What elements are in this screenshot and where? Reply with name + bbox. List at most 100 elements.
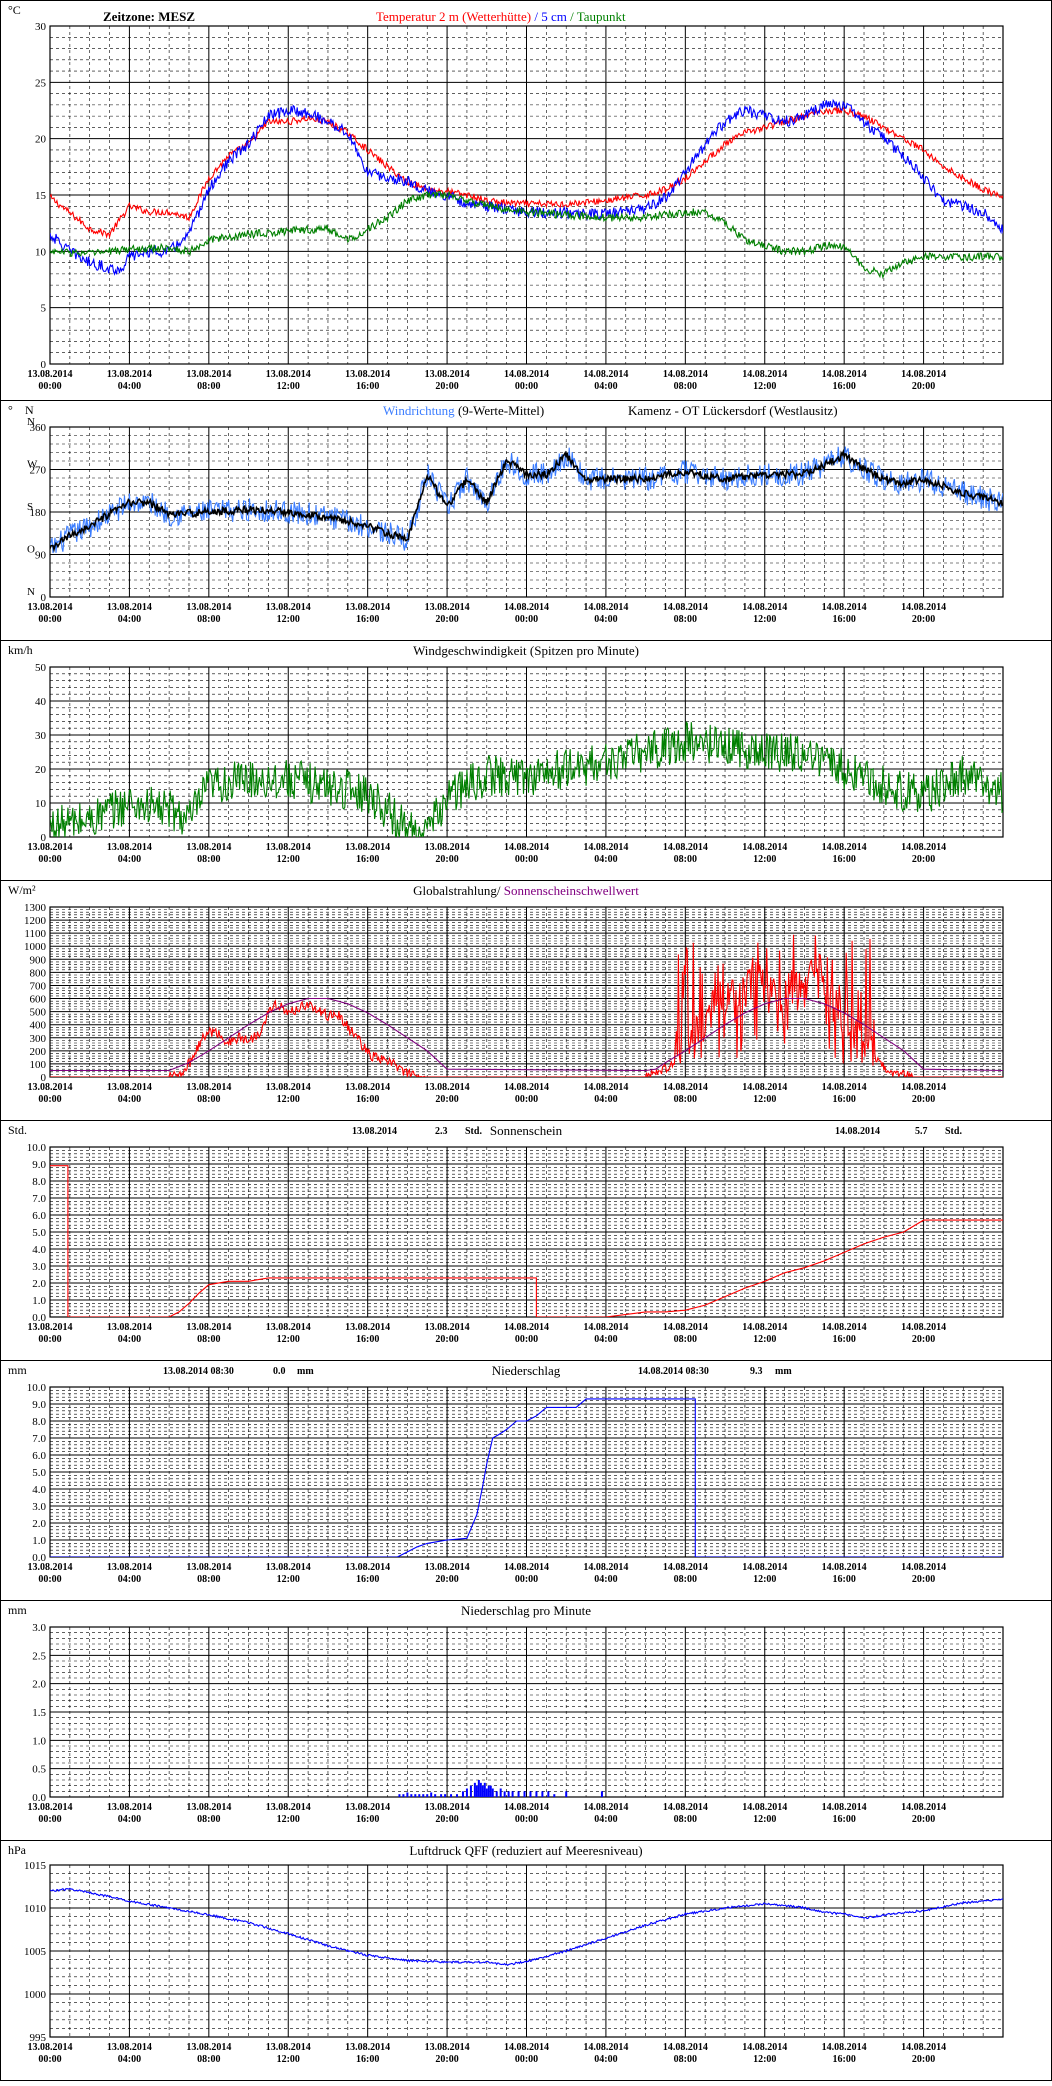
compass-label: O — [27, 544, 35, 556]
x-tick-time: 12:00 — [277, 381, 300, 392]
x-tick-date: 13.08.2014 — [345, 1322, 390, 1333]
x-tick-time: 20:00 — [435, 614, 458, 625]
x-tick-date: 13.08.2014 — [186, 1562, 231, 1573]
x-tick-date: 13.08.2014 — [28, 1802, 73, 1813]
summary-right-unit: Std. — [945, 1126, 962, 1137]
x-tick-date: 13.08.2014 — [186, 1082, 231, 1093]
summary-right-value: 9.3 — [750, 1366, 763, 1377]
y-tick-label: 0 — [41, 832, 47, 844]
x-tick-date: 13.08.2014 — [266, 2042, 311, 2053]
x-tick-time: 04:00 — [594, 2054, 617, 2065]
x-tick-date: 13.08.2014 — [266, 602, 311, 613]
plot-frame — [49, 426, 1004, 598]
major-grid — [49, 1386, 1004, 1558]
y-tick-label: 4.0 — [32, 1484, 46, 1496]
precip-bar — [547, 1791, 550, 1797]
y-tick-label: 25 — [35, 77, 47, 89]
x-tick-time: 08:00 — [197, 2054, 220, 2065]
x-tick-date: 13.08.2014 — [28, 1082, 73, 1093]
x-tick-time: 16:00 — [832, 1094, 855, 1105]
x-tick-date: 13.08.2014 — [425, 369, 470, 380]
x-tick-time: 20:00 — [435, 1094, 458, 1105]
precip-bar — [426, 1794, 429, 1797]
x-tick-time: 20:00 — [912, 1334, 935, 1345]
x-tick-date: 13.08.2014 — [266, 1082, 311, 1093]
y-tick-label: 2.0 — [32, 1278, 46, 1290]
x-tick-time: 00:00 — [515, 1334, 538, 1345]
precip-bar — [456, 1794, 459, 1797]
x-tick-date: 14.08.2014 — [504, 369, 549, 380]
x-tick-time: 08:00 — [674, 854, 697, 865]
chart-title: Niederschlag — [492, 1363, 561, 1378]
x-tick-date: 14.08.2014 — [901, 2042, 946, 2053]
x-tick-time: 08:00 — [674, 614, 697, 625]
y-tick-label: 5 — [41, 303, 47, 315]
x-tick-time: 16:00 — [356, 1814, 379, 1825]
x-tick-time: 12:00 — [753, 614, 776, 625]
precip-bar — [485, 1788, 488, 1797]
y-tick-label: 6.0 — [32, 1450, 46, 1462]
y-tick-label: 1015 — [24, 1860, 47, 1872]
y-tick-label: 5.0 — [32, 1467, 46, 1479]
y-tick-label: 1.0 — [32, 1735, 46, 1747]
y-tick-label: 1100 — [24, 928, 46, 940]
x-tick-date: 13.08.2014 — [345, 369, 390, 380]
x-tick-date: 13.08.2014 — [266, 369, 311, 380]
x-tick-time: 04:00 — [594, 1334, 617, 1345]
summary-left-date: 13.08.2014 — [352, 1126, 397, 1137]
chart-title-part: (9-Werte-Mittel) — [455, 403, 545, 418]
y-tick-label: 180 — [30, 507, 47, 519]
x-tick-date: 14.08.2014 — [583, 1082, 628, 1093]
x-tick-time: 12:00 — [753, 2054, 776, 2065]
summary-right-value: 5.7 — [915, 1126, 928, 1137]
precip-bar — [483, 1782, 486, 1797]
x-tick-date: 13.08.2014 — [345, 1082, 390, 1093]
precip-bar — [529, 1791, 532, 1797]
x-tick-date: 13.08.2014 — [345, 1802, 390, 1813]
x-tick-date: 13.08.2014 — [107, 1322, 152, 1333]
precip-bar — [475, 1785, 478, 1797]
y-tick-label: 9.0 — [32, 1159, 46, 1171]
x-tick-time: 00:00 — [38, 1334, 61, 1345]
x-tick-date: 13.08.2014 — [425, 842, 470, 853]
y-tick-label: 3.0 — [32, 1501, 46, 1513]
precip-bar — [565, 1791, 568, 1797]
x-tick-date: 14.08.2014 — [901, 842, 946, 853]
x-tick-time: 12:00 — [753, 1094, 776, 1105]
y-tick-label: 90 — [35, 550, 47, 562]
x-tick-date: 13.08.2014 — [107, 2042, 152, 2053]
x-tick-time: 08:00 — [197, 1814, 220, 1825]
precip-bar — [465, 1788, 468, 1797]
x-tick-time: 04:00 — [594, 614, 617, 625]
y-tick-label: 2.0 — [32, 1518, 46, 1530]
x-tick-date: 14.08.2014 — [663, 842, 708, 853]
summary-left-unit: Std. — [465, 1126, 482, 1137]
precip-bar — [430, 1792, 433, 1797]
y-tick-label: 1300 — [24, 902, 47, 914]
x-tick-date: 14.08.2014 — [742, 369, 787, 380]
precip-bar — [489, 1785, 492, 1797]
x-tick-time: 04:00 — [594, 1574, 617, 1585]
summary-left-value: 0.0 — [273, 1366, 286, 1377]
x-tick-time: 16:00 — [356, 854, 379, 865]
precip-bar — [414, 1794, 417, 1797]
x-tick-time: 20:00 — [912, 1094, 935, 1105]
x-tick-date: 14.08.2014 — [663, 1322, 708, 1333]
x-tick-time: 12:00 — [753, 1574, 776, 1585]
y-tick-label: 7.0 — [32, 1193, 46, 1205]
x-tick-time: 20:00 — [912, 1574, 935, 1585]
y-tick-label: 500 — [30, 1007, 47, 1019]
y-tick-label: 4.0 — [32, 1244, 46, 1256]
unit-label: hPa — [8, 1843, 27, 1857]
chart-title: Temperatur 2 m (Wetterhütte) / 5 cm / Ta… — [376, 9, 626, 24]
precip-bar — [600, 1791, 603, 1797]
precip-bar — [495, 1791, 498, 1797]
x-tick-time: 00:00 — [38, 614, 61, 625]
x-tick-date: 14.08.2014 — [663, 1562, 708, 1573]
x-tick-time: 16:00 — [832, 381, 855, 392]
x-tick-date: 14.08.2014 — [822, 1322, 867, 1333]
precip-bar — [503, 1791, 506, 1797]
x-tick-date: 13.08.2014 — [28, 1562, 73, 1573]
precip-bar — [481, 1785, 484, 1797]
